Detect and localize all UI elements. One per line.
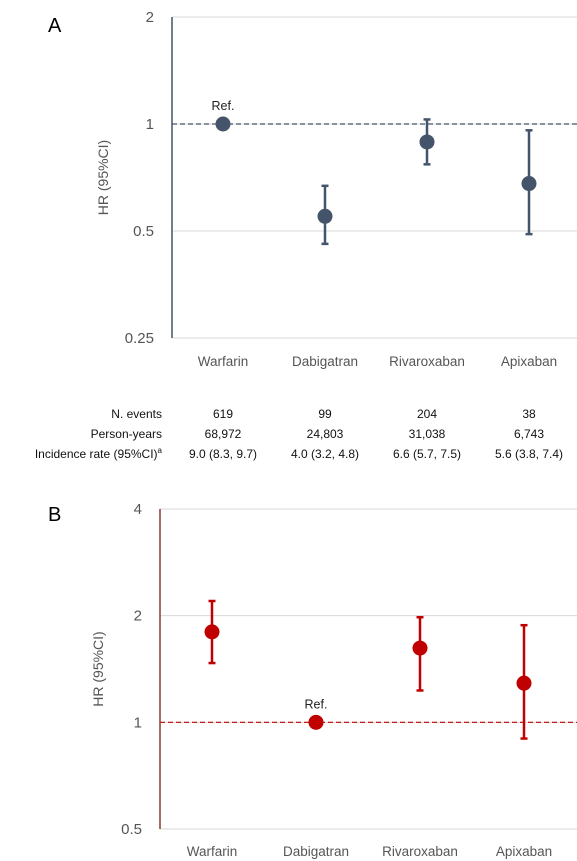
stats-cell: 5.6 (3.8, 7.4) [495, 447, 563, 461]
stats-cell: 619 [213, 407, 233, 421]
x-tick-label: Rivaroxaban [382, 844, 458, 859]
panel-a-letter: A [48, 15, 62, 37]
x-tick-label: Warfarin [187, 844, 238, 859]
panel-b: B 4 2 1 0.5 HR (95%CI) Warfarin Dabigatran Riva… [48, 501, 577, 859]
stats-cell: 68,972 [205, 427, 242, 441]
reference-annotation: Ref. [305, 697, 328, 711]
x-tick-label: Apixaban [501, 354, 557, 369]
x-tick-label: Dabigatran [283, 844, 349, 859]
stats-row-label: Person-years [91, 427, 162, 441]
stats-table: N. events 619 99 204 38 Person-years 68,972 24,… [35, 407, 563, 461]
panel-b-letter: B [48, 504, 61, 526]
y-tick-label: 4 [134, 501, 142, 518]
y-tick-label: 0.5 [133, 223, 154, 240]
stats-cell: 38 [522, 407, 536, 421]
stats-row-label-text: N. events [111, 407, 162, 421]
hr-point [308, 714, 324, 730]
y-tick-label: 0.5 [121, 821, 142, 838]
hr-point [521, 176, 537, 192]
stats-cell: 6,743 [514, 427, 544, 441]
stats-cell: 9.0 (8.3, 9.7) [189, 447, 257, 461]
hr-point [516, 675, 532, 691]
stats-row-label: N. events [111, 407, 162, 421]
stats-cell: 4.0 (3.2, 4.8) [291, 447, 359, 461]
stats-cell: 6.6 (5.7, 7.5) [393, 447, 461, 461]
x-tick-label: Warfarin [198, 354, 249, 369]
panel-a: A 2 1 0.5 0.25 HR (95%CI) Warfarin Dabigatran R… [48, 9, 577, 369]
x-tick-label: Apixaban [496, 844, 552, 859]
hr-point [317, 208, 333, 224]
y-tick-label: 2 [134, 608, 142, 625]
y-tick-label: 2 [146, 9, 154, 26]
y-axis-label: HR (95%CI) [95, 140, 111, 215]
hr-point [215, 116, 231, 132]
hr-point [204, 624, 220, 640]
hr-point [419, 134, 435, 150]
y-tick-label: 1 [134, 714, 142, 731]
stats-row-label-text: Incidence rate (95%CI) [35, 447, 158, 461]
stats-cell: 31,038 [409, 427, 446, 441]
stats-cell: 204 [417, 407, 437, 421]
y-axis-label: HR (95%CI) [90, 631, 106, 706]
y-tick-label: 1 [146, 116, 154, 133]
x-tick-label: Rivaroxaban [389, 354, 465, 369]
reference-annotation: Ref. [212, 99, 235, 113]
stats-row-label-text: Person-years [91, 427, 162, 441]
stats-row-label: Incidence rate (95%CI)a [35, 446, 163, 461]
stats-cell: 24,803 [307, 427, 344, 441]
stats-cell: 99 [318, 407, 332, 421]
x-tick-label: Dabigatran [292, 354, 358, 369]
y-tick-label: 0.25 [125, 330, 154, 347]
stats-footnote-marker: a [158, 446, 163, 455]
hr-point [412, 640, 428, 656]
